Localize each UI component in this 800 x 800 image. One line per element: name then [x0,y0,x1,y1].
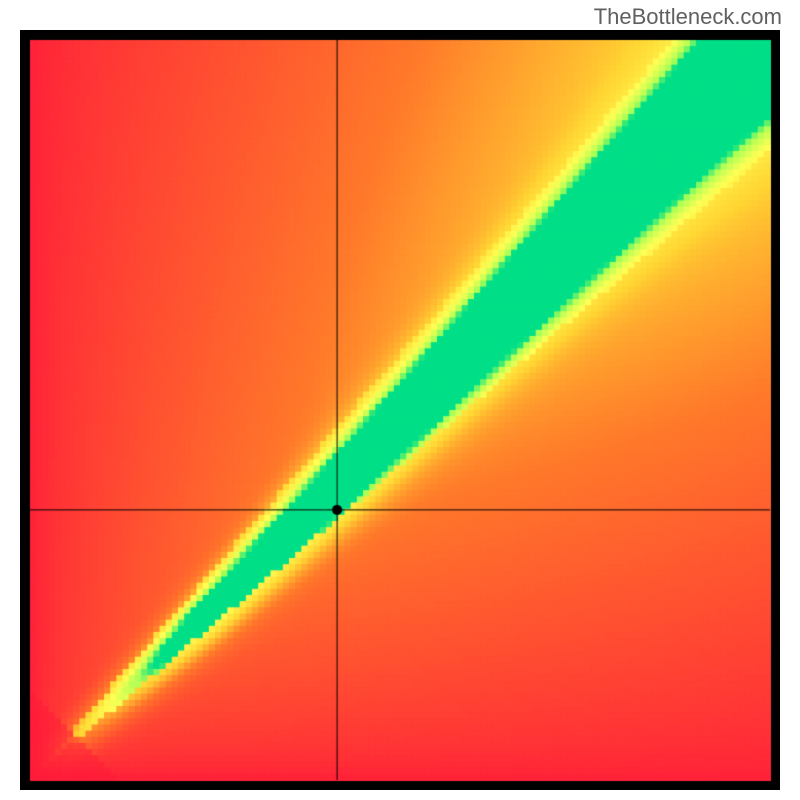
chart-container: TheBottleneck.com [0,0,800,800]
watermark: TheBottleneck.com [594,4,782,30]
heatmap-plot [20,30,780,790]
